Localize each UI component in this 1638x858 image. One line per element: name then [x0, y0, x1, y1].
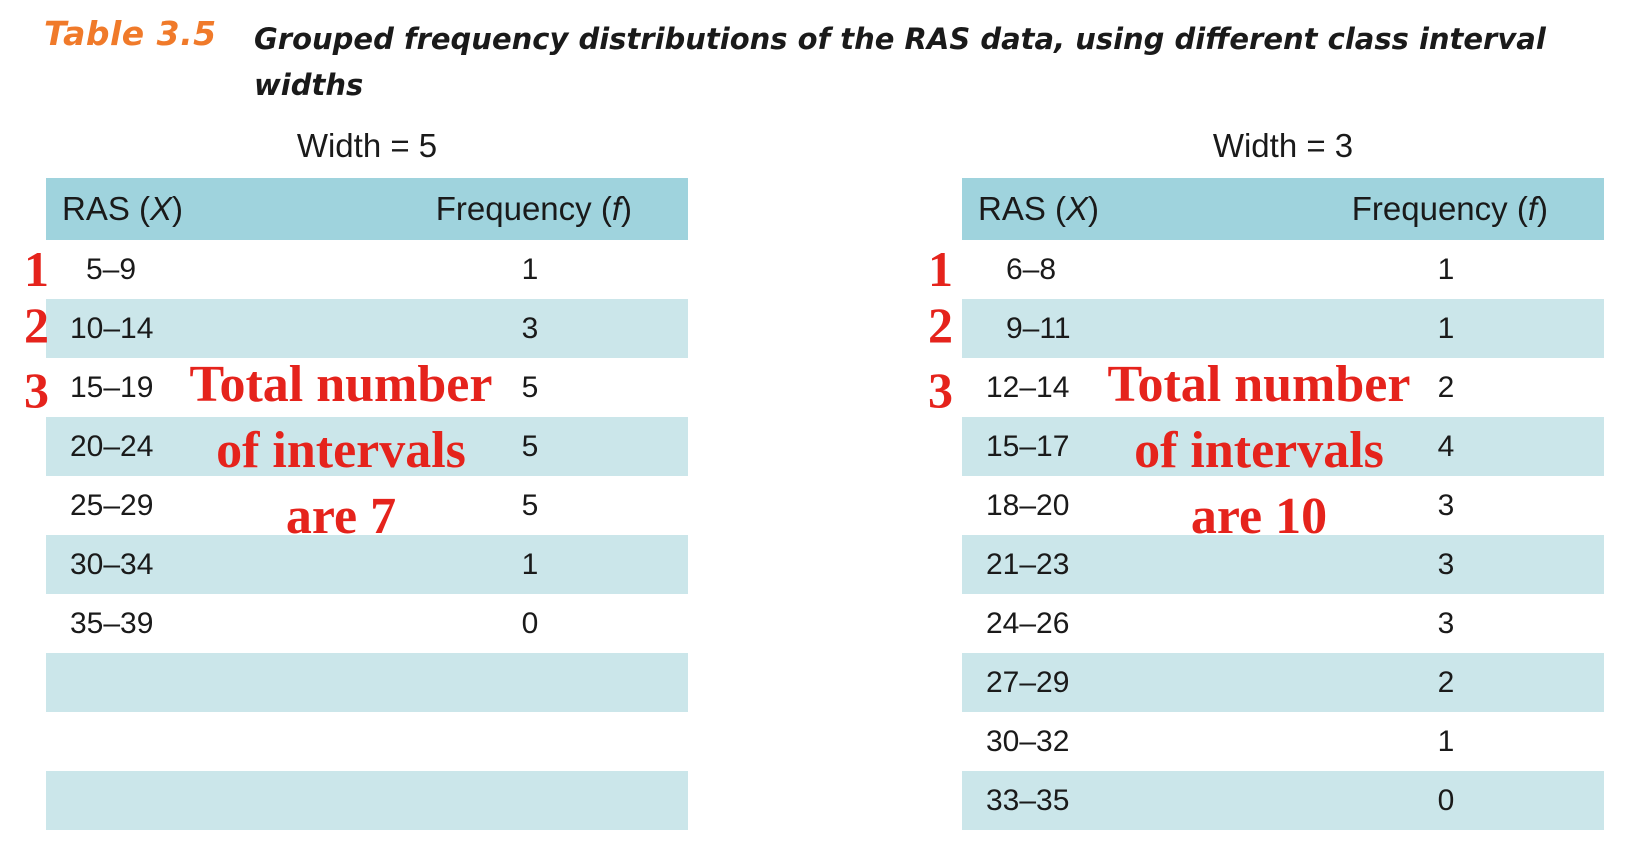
frequency-cell: 3 — [521, 312, 539, 345]
ras-cell: 25–29 — [70, 489, 154, 522]
table-row: 30–32 1 — [962, 712, 1604, 771]
left-table-title: Width = 5 — [296, 127, 438, 164]
table-row: 15–17 4 — [962, 417, 1604, 476]
frequency-cell: 1 — [1437, 253, 1455, 286]
ras-cell: 12–14 — [986, 371, 1070, 404]
frequency-cell: 3 — [1437, 489, 1455, 522]
left-row-number-2: 2 — [24, 297, 49, 353]
right-frequency-table: Width = 3 RAS (X) Frequency (f) 6–8 1 9–1… — [962, 125, 1604, 830]
table-row — [46, 771, 688, 830]
ras-cell: 15–19 — [70, 371, 154, 404]
table-row: 27–29 2 — [962, 653, 1604, 712]
frequency-cell: 1 — [521, 253, 539, 286]
ras-cell: 18–20 — [986, 489, 1070, 522]
table-row: 24–26 3 — [962, 594, 1604, 653]
right-note-line-3: are 10 — [1190, 488, 1328, 545]
caption-label: Table 3.5 — [44, 14, 217, 53]
ras-cell: 30–34 — [70, 548, 154, 581]
table-row: 35–39 0 — [46, 594, 688, 653]
frequency-cell: 1 — [521, 548, 539, 581]
right-table-title: Width = 3 — [1212, 127, 1354, 164]
right-note-line-2: of intervals — [1134, 422, 1384, 479]
ras-cell: 35–39 — [70, 607, 154, 640]
table-row — [46, 712, 688, 771]
left-note-line-2: of intervals — [216, 422, 466, 479]
table-row: 33–35 0 — [962, 771, 1604, 830]
frequency-cell: 5 — [521, 430, 539, 463]
left-frequency-table: Width = 5 RAS (X) Frequency (f) 5–9 1 10–… — [46, 125, 688, 830]
table-row — [46, 653, 688, 712]
ras-cell: 6–8 — [1006, 253, 1057, 286]
table-row: 18–20 3 — [962, 476, 1604, 535]
frequency-cell: 5 — [521, 371, 539, 404]
right-row-number-1: 1 — [928, 241, 953, 297]
table-row: 12–14 2 — [962, 358, 1604, 417]
table-row: 5–9 1 — [46, 240, 688, 299]
frequency-cell: 4 — [1437, 430, 1455, 463]
right-row-number-3: 3 — [928, 362, 953, 418]
ras-cell: 30–32 — [986, 725, 1070, 758]
frequency-cell: 0 — [521, 607, 539, 640]
ras-cell: 27–29 — [986, 666, 1070, 699]
frequency-cell: 5 — [521, 489, 539, 522]
left-row-number-3: 3 — [24, 362, 49, 418]
right-table-header: RAS (X) Frequency (f) — [962, 178, 1604, 240]
frequency-cell: 3 — [1437, 548, 1455, 581]
table-row: 9–11 1 — [962, 299, 1604, 358]
left-table-header: RAS (X) Frequency (f) — [46, 178, 688, 240]
left-header-ras: RAS (X) — [62, 190, 184, 227]
ras-cell: 20–24 — [70, 430, 154, 463]
frequency-cell: 1 — [1437, 725, 1455, 758]
right-note-line-1: Total number — [1107, 356, 1411, 413]
right-interval-note: Total number of intervals are 10 — [1094, 352, 1424, 550]
left-interval-note: Total number of intervals are 7 — [176, 352, 506, 550]
table-row: 6–8 1 — [962, 240, 1604, 299]
left-row-number-1: 1 — [24, 241, 49, 297]
frequency-cell: 2 — [1437, 666, 1455, 699]
ras-cell: 33–35 — [986, 784, 1070, 817]
frequency-cell: 0 — [1437, 784, 1455, 817]
ras-cell: 24–26 — [986, 607, 1070, 640]
table-row: 10–14 3 — [46, 299, 688, 358]
right-header-frequency: Frequency (f) — [1351, 190, 1548, 227]
ras-cell: 21–23 — [986, 548, 1070, 581]
table-row: 25–29 5 — [46, 476, 688, 535]
frequency-cell: 1 — [1437, 312, 1455, 345]
frequency-cell: 2 — [1437, 371, 1455, 404]
caption-text: Grouped frequency distributions of the R… — [254, 22, 1546, 102]
table-row: 30–34 1 — [46, 535, 688, 594]
ras-cell: 15–17 — [986, 430, 1070, 463]
left-note-line-3: are 7 — [285, 488, 397, 545]
right-row-number-2: 2 — [928, 297, 953, 353]
ras-cell: 10–14 — [70, 312, 154, 345]
table-row: 15–19 5 — [46, 358, 688, 417]
left-header-frequency: Frequency (f) — [435, 190, 632, 227]
left-note-line-1: Total number — [189, 356, 493, 413]
frequency-cell: 3 — [1437, 607, 1455, 640]
table-row: 20–24 5 — [46, 417, 688, 476]
ras-cell: 5–9 — [86, 253, 137, 286]
right-header-ras: RAS (X) — [978, 190, 1100, 227]
table-row: 21–23 3 — [962, 535, 1604, 594]
ras-cell: 9–11 — [1006, 312, 1071, 345]
